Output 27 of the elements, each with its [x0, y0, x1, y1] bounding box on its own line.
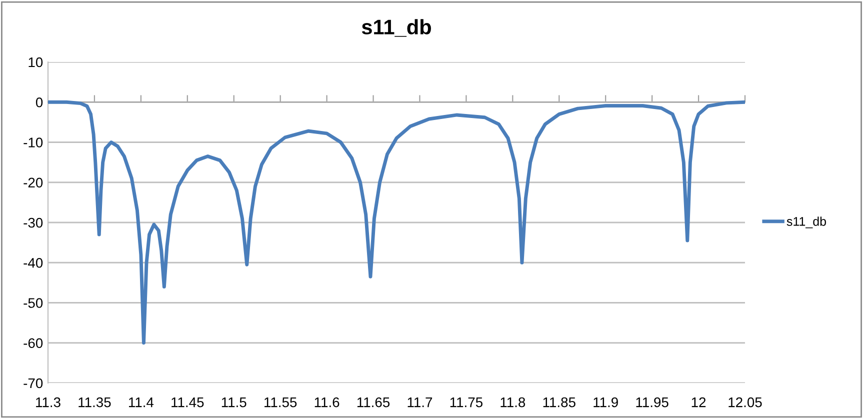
y-tick-label: -30 — [24, 218, 43, 228]
x-tick-label: 11.55 — [264, 398, 297, 408]
x-tick-label: 11.8 — [500, 397, 526, 408]
y-tick-label: 0 — [36, 97, 43, 108]
x-tick-label: 11.65 — [357, 397, 390, 408]
y-tick-label: -70 — [24, 378, 43, 388]
x-tick-label: 11.3 — [36, 397, 60, 408]
x-tick-label: 11.5 — [222, 398, 246, 408]
x-tick-label: 12.05 — [728, 397, 762, 408]
x-tick-label: 11.7 — [408, 398, 432, 408]
x-tick-label: 11.95 — [636, 397, 668, 408]
chart-title: s11_db — [362, 19, 431, 37]
y-tick-label: -60 — [24, 338, 43, 348]
y-tick-label: -10 — [24, 138, 43, 148]
x-tick-label: 11.6 — [314, 397, 340, 408]
x-tick-label: 11.85 — [543, 397, 576, 408]
x-tick-label: 11.4 — [128, 398, 154, 408]
x-tick-label: 12 — [692, 397, 706, 408]
y-tick-label: -20 — [24, 178, 43, 188]
x-tick-label: 11.35 — [78, 397, 111, 408]
x-tick-label: 11.9 — [594, 397, 618, 408]
y-tick-label: 10 — [28, 57, 43, 68]
y-tick-label: -40 — [24, 258, 43, 268]
legend-label: s11_db — [786, 216, 826, 228]
x-tick-label: 11.45 — [172, 398, 204, 408]
y-tick-label: -50 — [24, 298, 43, 308]
x-tick-label: 11.75 — [450, 398, 482, 408]
